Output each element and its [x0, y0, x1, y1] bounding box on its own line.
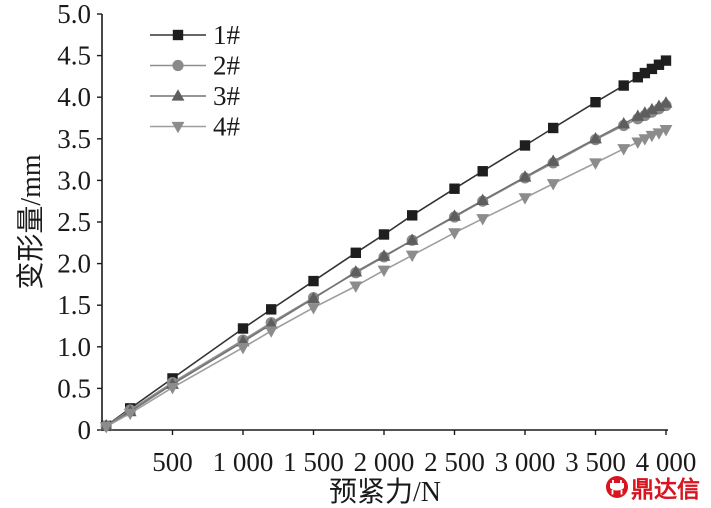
series-1-point [590, 96, 601, 108]
series-4-point [589, 158, 602, 170]
series-1-point [350, 247, 361, 258]
series-1-point [632, 72, 643, 83]
series-4-point [166, 382, 179, 395]
series-4-point [307, 303, 320, 315]
x-tick-label: 1 500 [283, 447, 344, 477]
x-tick-label: 500 [152, 447, 193, 477]
series-4-point [476, 214, 490, 226]
series-3-point [638, 106, 652, 118]
series-3-point [631, 109, 645, 121]
series-3-point [589, 132, 602, 144]
series-3-point [546, 154, 560, 166]
series-4 [99, 125, 673, 434]
y-tick-label: 3.0 [57, 165, 91, 195]
series-4-point [448, 228, 461, 240]
x-axis-label: 预紧力/N [329, 476, 441, 508]
x-tick-label: 1 000 [213, 447, 274, 477]
y-tick-label: 0.5 [57, 373, 91, 403]
series-3-point [645, 102, 659, 115]
series-4-point [645, 130, 659, 143]
series-1-point [407, 210, 418, 221]
series-3-point [264, 317, 278, 329]
series-4-point [349, 281, 363, 293]
series-1-point [266, 304, 277, 315]
series-4-point [377, 265, 391, 278]
y-tick-label: 4.5 [57, 41, 91, 71]
y-axis-label: 变形量/mm [15, 154, 47, 290]
series-4-point [99, 422, 113, 434]
series-1-point [653, 59, 665, 70]
legend-entry: 2# [150, 51, 241, 81]
series-4-point [546, 179, 560, 191]
series-3-point [448, 209, 461, 221]
legend-label: 2# [213, 51, 241, 81]
series-1-point [618, 80, 629, 91]
series-4-point [652, 128, 666, 140]
series-1-point [378, 229, 390, 240]
series-1-point [548, 122, 559, 134]
x-tick-label: 3 500 [565, 447, 626, 477]
legend-marker [171, 89, 185, 101]
legend-marker [171, 121, 185, 134]
series-4-point [617, 144, 631, 156]
series-3-point [476, 193, 490, 205]
series-4-point [638, 134, 652, 146]
series-1-point [639, 67, 651, 79]
series-4-point [264, 326, 278, 338]
y-tick-label: 1.5 [57, 290, 91, 320]
series-4-point [518, 193, 532, 205]
series-layer [99, 55, 673, 434]
series-4-point [659, 125, 673, 137]
series-3-point [377, 249, 391, 261]
series-1-point [477, 166, 488, 177]
series-1-point [449, 183, 460, 194]
watermark: 鼎达信 [606, 476, 700, 503]
x-tick-label: 2 000 [354, 447, 415, 477]
watermark-logo-strokes [611, 480, 623, 495]
watermark-logo-bowl [610, 483, 624, 491]
series-1-point [660, 55, 672, 66]
series-1-point [519, 140, 531, 151]
legend-marker [172, 29, 184, 41]
legend-entry: 1# [150, 20, 241, 50]
legend-label: 1# [213, 20, 241, 50]
series-1-point [646, 63, 658, 75]
series-4-point [236, 343, 250, 355]
ding-logo-icon [606, 476, 628, 498]
legend-entry: 4# [150, 112, 241, 142]
y-tick-label: 1.0 [57, 332, 91, 362]
x-tick-label: 3 000 [495, 447, 556, 477]
y-tick-label: 0 [78, 415, 92, 445]
legend-marker [172, 59, 184, 72]
y-tick-label: 3.5 [57, 124, 91, 154]
series-4-line [105, 128, 667, 428]
series-4-point [631, 137, 645, 149]
y-tick-label: 4.0 [57, 82, 91, 112]
axes: 0 0.5 1.0 1.5 2.0 2.5 3.0 3.5 4.0 4.5 5.0 500 1 000 1… [57, 0, 696, 477]
series-4-point [123, 408, 137, 421]
series-3-point [349, 265, 363, 277]
series-1-point [237, 323, 249, 334]
legend-label: 3# [213, 81, 241, 111]
y-tick-label: 2.5 [57, 207, 91, 237]
series-3-point [652, 99, 666, 111]
x-tick-label: 4 000 [636, 447, 697, 477]
series-3-point [405, 233, 419, 245]
series-3-point [307, 291, 320, 304]
series-3-point [659, 96, 673, 108]
legend-label: 4# [213, 112, 241, 142]
series-1-point [308, 275, 319, 287]
series-4-point [405, 250, 419, 263]
series-3-point [518, 170, 532, 182]
watermark-text: 鼎达信 [631, 476, 700, 503]
legend: 1#2#3#4# [150, 20, 241, 142]
y-tick-label: 2.0 [57, 249, 91, 279]
y-tick-label: 5.0 [57, 0, 91, 29]
series-3-point [617, 117, 631, 129]
x-tick-label: 2 500 [424, 447, 485, 477]
legend-entry: 3# [150, 81, 241, 111]
